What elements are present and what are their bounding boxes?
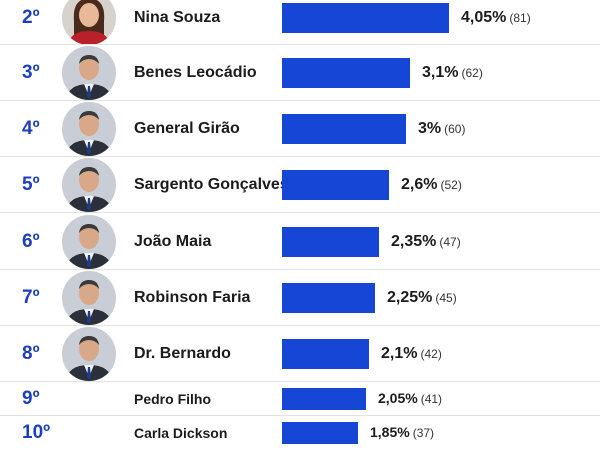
bar — [282, 2, 449, 33]
bar-value-label: 2,1% (42) — [381, 345, 442, 363]
ranking-row: 5º Sargento Gonçalves 2,6% (52) — [0, 157, 600, 213]
vote-count: (47) — [439, 234, 461, 249]
bar-value-label: 2,05% (41) — [378, 390, 442, 408]
ranking-row: 2º Nina Souza 4,05% (81) — [0, 0, 600, 45]
avatar — [62, 327, 116, 381]
avatar — [62, 0, 116, 45]
row-divider — [0, 381, 600, 382]
bar — [282, 339, 369, 369]
row-divider — [0, 415, 600, 416]
man-portrait-icon — [62, 271, 116, 325]
percent-value: 3% — [418, 120, 442, 137]
candidate-name: General Girão — [134, 120, 240, 137]
ranking-row: 4º General Girão 3% (60) — [0, 101, 600, 157]
percent-value: 3,1% — [422, 64, 459, 81]
bar — [282, 283, 375, 313]
bar-value-label: 2,35% (47) — [391, 233, 461, 251]
rank-label: 8º — [22, 343, 40, 364]
avatar — [62, 271, 116, 325]
row-divider — [0, 100, 600, 101]
man-portrait-icon — [62, 102, 116, 156]
row-divider — [0, 269, 600, 270]
avatar — [62, 46, 116, 100]
percent-value: 2,1% — [381, 345, 418, 362]
man-portrait-icon — [62, 46, 116, 100]
rank-label: 9º — [22, 388, 40, 409]
candidate-name: Pedro Filho — [134, 391, 211, 407]
man-portrait-icon — [62, 158, 116, 212]
bar — [282, 226, 379, 257]
bar-value-label: 2,25% (45) — [387, 289, 457, 307]
ranking-row: 6º João Maia 2,35% (47) — [0, 213, 600, 270]
rank-label: 3º — [22, 62, 40, 83]
rank-label: 10º — [22, 422, 51, 443]
row-divider — [0, 156, 600, 157]
candidate-name: Sargento Gonçalves — [134, 176, 289, 193]
man-portrait-icon — [62, 327, 116, 381]
ranking-row: 3º Benes Leocádio 3,1% (62) — [0, 45, 600, 101]
rank-label: 6º — [22, 230, 40, 252]
candidate-name: Dr. Bernardo — [134, 345, 231, 362]
ranking-row: 8º Dr. Bernardo 2,1% (42) — [0, 326, 600, 382]
percent-value: 2,05% — [378, 390, 418, 406]
rank-label: 5º — [22, 174, 40, 195]
bar — [282, 422, 358, 444]
percent-value: 4,05% — [461, 8, 507, 26]
vote-count: (41) — [420, 392, 443, 406]
vote-count: (42) — [420, 347, 442, 361]
row-divider — [0, 44, 600, 45]
candidate-name: Nina Souza — [134, 8, 221, 26]
ranking-row: 7º Robinson Faria 2,25% (45) — [0, 270, 600, 326]
avatar — [62, 102, 116, 156]
vote-count: (62) — [461, 66, 483, 80]
rank-label: 2º — [22, 6, 40, 28]
vote-count: (81) — [509, 10, 531, 25]
percent-value: 2,25% — [387, 289, 433, 306]
bar — [282, 114, 406, 144]
candidate-name: Robinson Faria — [134, 289, 251, 306]
vote-count: (60) — [444, 122, 466, 136]
percent-value: 1,85% — [370, 424, 410, 440]
bar-value-label: 4,05% (81) — [461, 9, 531, 27]
row-divider — [0, 325, 600, 326]
avatar — [62, 158, 116, 212]
rank-label: 4º — [22, 118, 40, 139]
vote-count: (52) — [440, 178, 462, 192]
bar-value-label: 1,85% (37) — [370, 424, 434, 442]
candidate-name: João Maia — [134, 232, 212, 250]
bar — [282, 388, 366, 410]
ranking-row: 10º Carla Dickson 1,85% (37) — [0, 416, 600, 450]
man-portrait-icon — [62, 214, 116, 269]
percent-value: 2,35% — [391, 232, 437, 250]
bar-value-label: 2,6% (52) — [401, 176, 462, 194]
ranking-row: 9º Pedro Filho 2,05% (41) — [0, 382, 600, 416]
vote-count: (45) — [435, 291, 457, 305]
woman-portrait-icon — [62, 0, 116, 45]
candidate-name: Benes Leocádio — [134, 64, 257, 81]
candidate-name: Carla Dickson — [134, 425, 228, 441]
bar-value-label: 3% (60) — [418, 120, 465, 138]
vote-count: (37) — [412, 426, 435, 440]
bar-value-label: 3,1% (62) — [422, 64, 483, 82]
bar — [282, 58, 410, 88]
row-divider — [0, 212, 600, 213]
percent-value: 2,6% — [401, 176, 438, 193]
rank-label: 7º — [22, 287, 40, 308]
bar — [282, 170, 389, 200]
avatar — [62, 214, 116, 269]
